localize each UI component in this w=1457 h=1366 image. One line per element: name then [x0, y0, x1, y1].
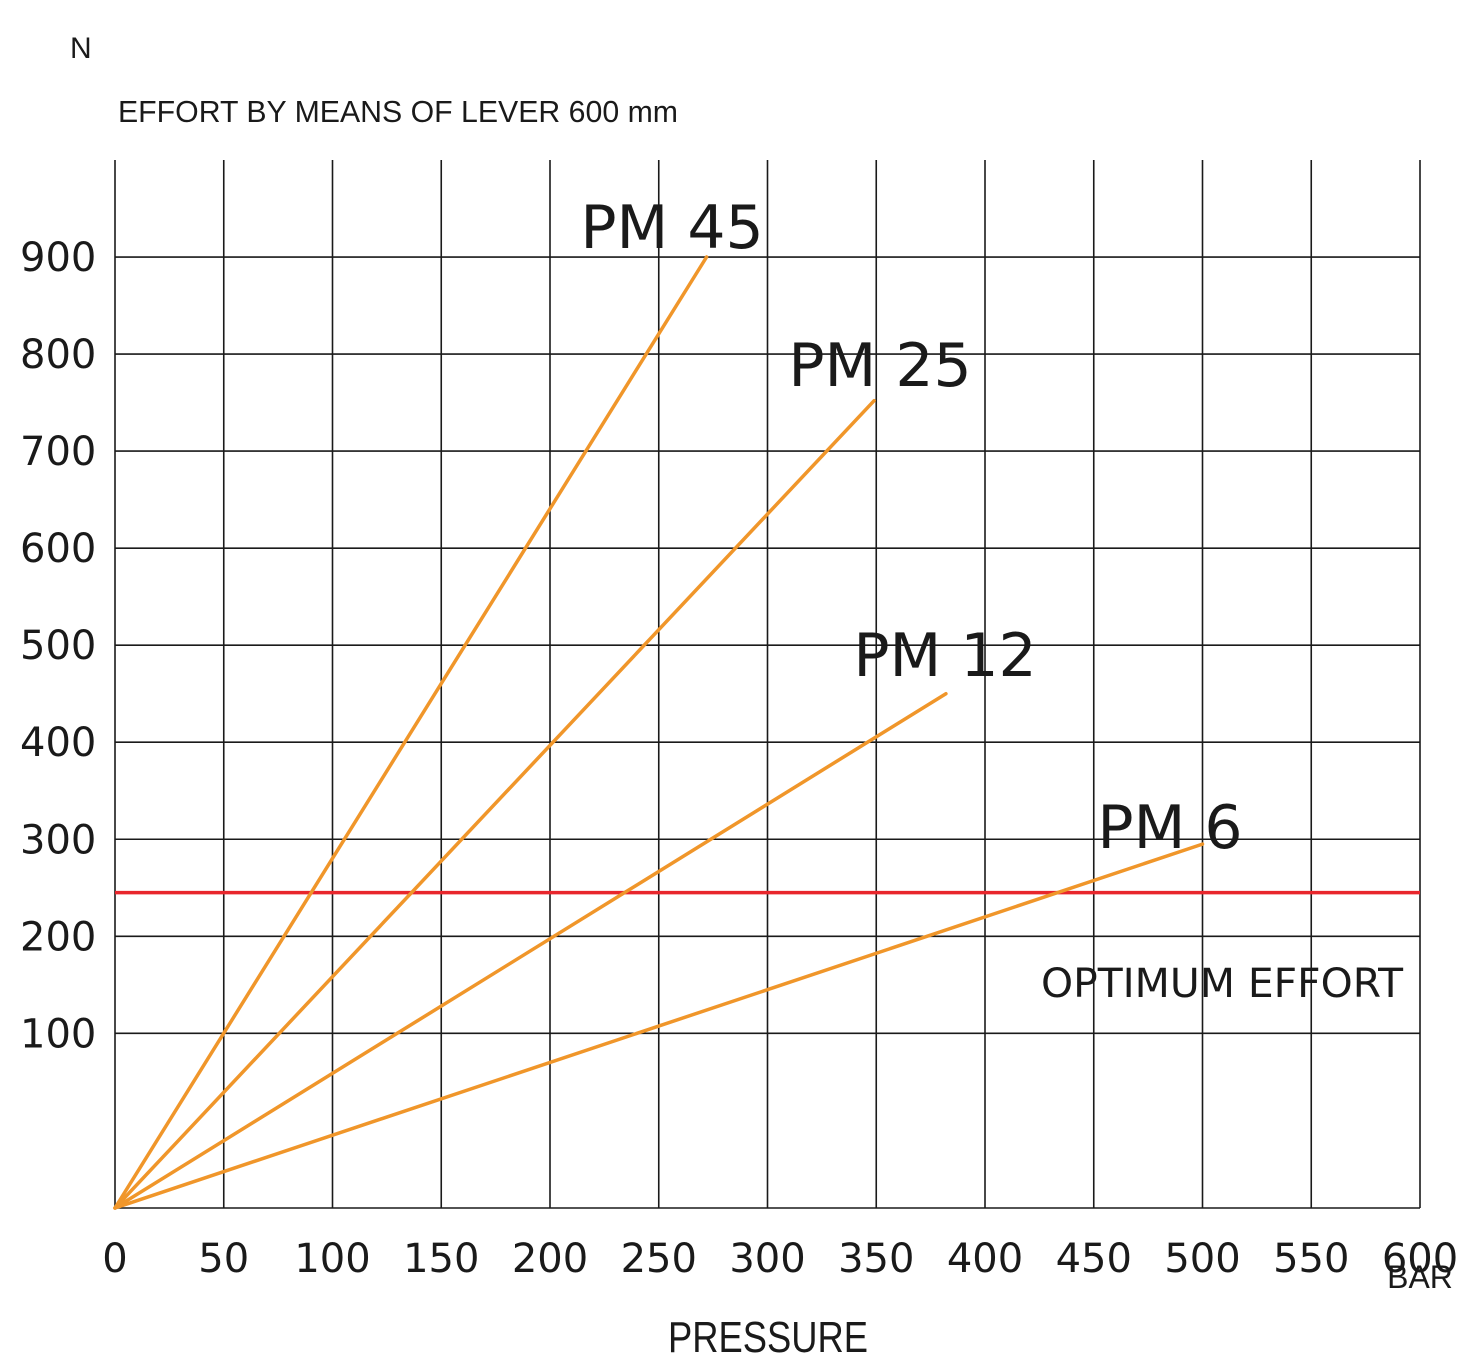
y-tick-label-800: 800 [20, 332, 96, 378]
x-unit-label: BAR [1387, 1259, 1453, 1295]
x-tick-label-100: 100 [294, 1236, 370, 1282]
series-label-pm-6: PM 6 [1097, 793, 1242, 863]
x-tick-label-50: 50 [198, 1236, 249, 1282]
optimum-effort-label: OPTIMUM EFFORT [1041, 961, 1404, 1007]
x-tick-label-200: 200 [512, 1236, 588, 1282]
tick-labels: 0 50 100 150 200 250 300 350 400 450 500 550 600 100 2… [20, 235, 1457, 1282]
y-unit-label: N [70, 32, 92, 65]
y-tick-label-600: 600 [20, 526, 96, 572]
x-tick-label-500: 500 [1164, 1236, 1240, 1282]
series-lines [113, 255, 1205, 1210]
series-label-pm-45: PM 45 [580, 193, 763, 263]
series-label-pm-12: PM 12 [853, 621, 1036, 691]
series-line-pm-6 [113, 842, 1205, 1210]
y-axis-title: EFFORT BY MEANS OF LEVER 600 mm [118, 94, 678, 129]
y-tick-label-700: 700 [20, 429, 96, 475]
y-tick-label-100: 100 [20, 1011, 96, 1057]
series-line-pm-45 [113, 255, 709, 1210]
grid [114, 160, 1421, 1209]
x-tick-label-250: 250 [621, 1236, 697, 1282]
x-tick-label-450: 450 [1056, 1236, 1132, 1282]
y-tick-label-300: 300 [20, 817, 96, 863]
y-tick-label-900: 900 [20, 235, 96, 281]
series-line-pm-25 [113, 398, 876, 1210]
y-tick-label-400: 400 [20, 720, 96, 766]
series-line-pm-12 [113, 691, 948, 1210]
x-tick-label-400: 400 [947, 1236, 1023, 1282]
x-tick-label-0: 0 [102, 1236, 127, 1282]
x-tick-label-600: 600 [1382, 1236, 1457, 1282]
y-tick-label-500: 500 [20, 623, 96, 669]
y-tick-label-200: 200 [20, 914, 96, 960]
x-tick-label-150: 150 [403, 1236, 479, 1282]
x-axis-title: PRESSURE [668, 1313, 868, 1362]
x-tick-label-300: 300 [729, 1236, 805, 1282]
x-tick-label-550: 550 [1273, 1236, 1349, 1282]
x-tick-label-350: 350 [838, 1236, 914, 1282]
series-label-pm-25: PM 25 [788, 331, 971, 401]
